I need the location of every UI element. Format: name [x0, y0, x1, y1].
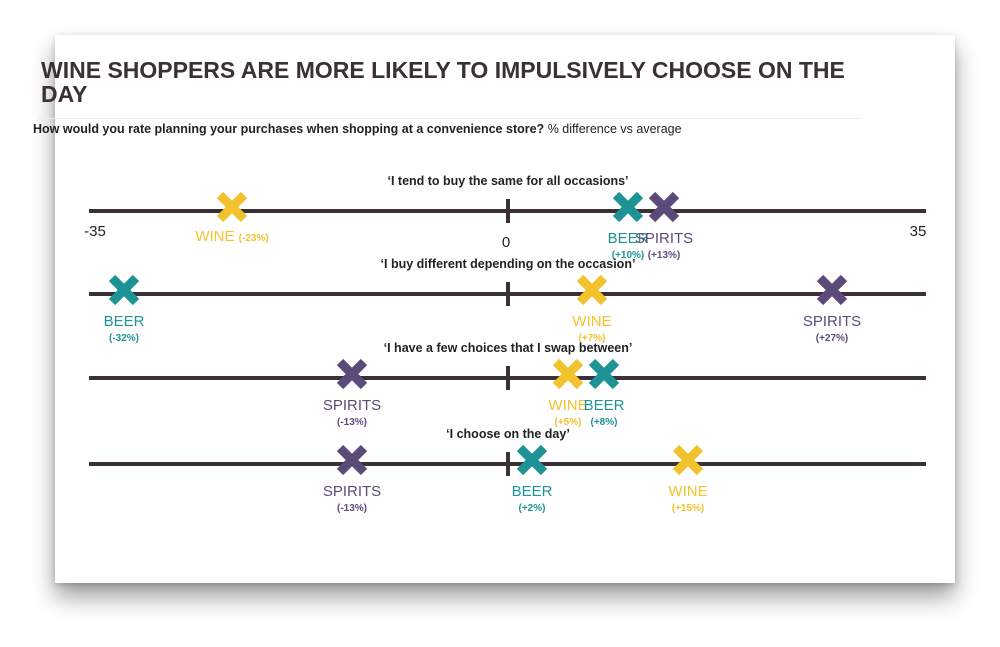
- point-value: (+13%): [648, 250, 681, 261]
- point-category: BEER: [608, 230, 649, 247]
- marker-spirits: [648, 191, 680, 223]
- point-category: WINE: [668, 483, 707, 500]
- point-category: BEER: [104, 313, 145, 330]
- marker-spirits: [816, 274, 848, 306]
- point-value: (+27%): [816, 333, 849, 344]
- point-category: SPIRITS: [803, 313, 861, 330]
- point-category: WINE: [548, 397, 587, 414]
- marker-beer: [612, 191, 644, 223]
- row-statement: ‘I buy different depending on the occasi…: [381, 257, 636, 271]
- marker-beer: [516, 444, 548, 476]
- question-text: How would you rate planning your purchas…: [33, 122, 682, 136]
- page-title: WINE SHOPPERS ARE MORE LIKELY TO IMPULSI…: [41, 57, 845, 107]
- row-statement: ‘I choose on the day’: [446, 427, 570, 441]
- point-category: BEER: [584, 397, 625, 414]
- point-value: (-32%): [109, 333, 139, 344]
- point-value: (+15%): [672, 503, 705, 514]
- chart-card: [55, 35, 955, 583]
- axis-max-label: 35: [910, 223, 927, 240]
- axis-min-label: -35: [84, 223, 106, 240]
- question-bold: How would you rate planning your purchas…: [33, 122, 545, 136]
- point-value: (+2%): [519, 503, 546, 514]
- marker-beer: [108, 274, 140, 306]
- point-value: (+5%): [555, 417, 582, 428]
- point-value: (+10%): [612, 250, 645, 261]
- point-value: (-13%): [337, 503, 367, 514]
- point-category: SPIRITS: [635, 230, 693, 247]
- row-statement: ‘I have a few choices that I swap betwee…: [384, 341, 633, 355]
- marker-beer: [588, 358, 620, 390]
- point-label: WINE (-23%): [195, 228, 268, 245]
- point-category: SPIRITS: [323, 483, 381, 500]
- point-value: (+7%): [579, 333, 606, 344]
- marker-wine: [552, 358, 584, 390]
- point-value: (+8%): [591, 417, 618, 428]
- marker-wine: [672, 444, 704, 476]
- point-category: WINE: [572, 313, 611, 330]
- marker-spirits: [336, 444, 368, 476]
- point-value: (-13%): [337, 417, 367, 428]
- point-category: SPIRITS: [323, 397, 381, 414]
- marker-wine: [576, 274, 608, 306]
- title-divider: [38, 118, 860, 119]
- row-statement: ‘I tend to buy the same for all occasion…: [387, 174, 628, 188]
- point-category: BEER: [512, 483, 553, 500]
- marker-wine: [216, 191, 248, 223]
- question-normal: % difference vs average: [547, 122, 682, 136]
- axis-zero-label: 0: [502, 234, 510, 251]
- marker-spirits: [336, 358, 368, 390]
